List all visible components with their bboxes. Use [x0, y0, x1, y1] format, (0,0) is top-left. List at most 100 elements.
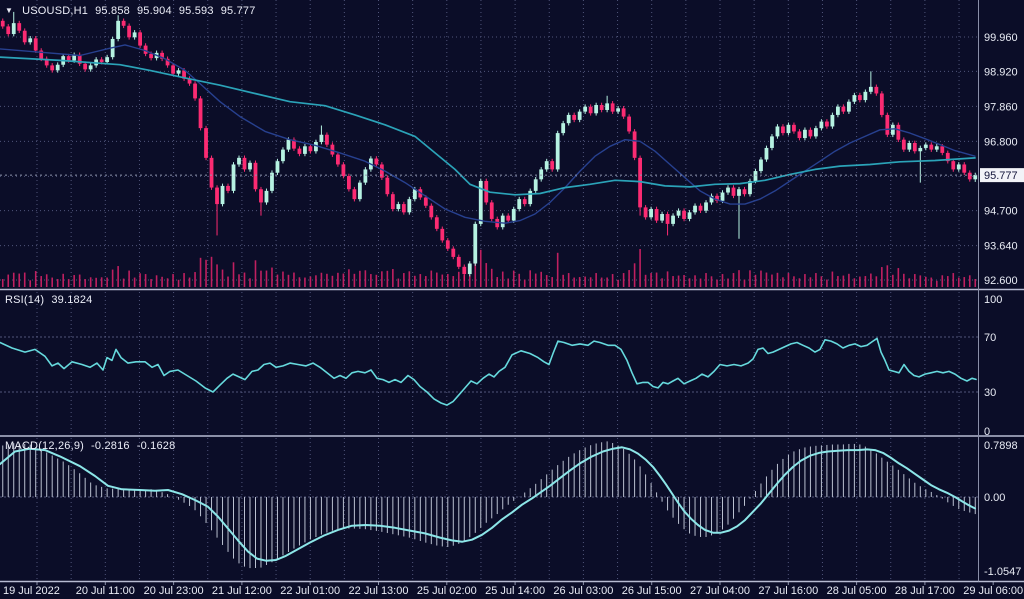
volume-bar [304, 277, 306, 287]
candle [253, 162, 258, 190]
volume-bar [897, 268, 900, 287]
candle [121, 20, 126, 26]
candle [105, 57, 110, 63]
volume-bar [238, 274, 240, 287]
volume-bar [425, 276, 427, 287]
price-tick-label: 96.800 [984, 136, 1018, 148]
candle [605, 103, 610, 110]
volume-bar [787, 273, 790, 287]
candle [346, 176, 351, 190]
candle [215, 187, 219, 205]
candle [336, 154, 340, 165]
rsi-value: 39.1824 [51, 294, 93, 306]
candle [171, 65, 175, 74]
volume-bar [946, 276, 949, 287]
volume-bar [935, 280, 938, 287]
volume-bar [589, 277, 592, 287]
candle [456, 256, 461, 267]
candle [297, 148, 302, 154]
volume-bar [661, 278, 663, 287]
volume-bar [183, 273, 185, 287]
volume-bar [194, 272, 196, 287]
candle [489, 202, 494, 219]
volume-bar [457, 271, 460, 287]
volume-bar [342, 273, 345, 287]
candle [753, 171, 758, 181]
candle [220, 185, 225, 205]
candle [940, 146, 945, 153]
macd-pane[interactable] [0, 438, 978, 581]
rsi-pane[interactable] [0, 292, 978, 434]
volume-bar [298, 277, 301, 287]
candle [308, 146, 313, 152]
candle [896, 124, 901, 140]
volume-bar [315, 275, 317, 287]
volume-bar [150, 279, 152, 287]
volume-bar [172, 274, 174, 287]
candle [363, 169, 368, 183]
time-axis[interactable]: 19 Jul 2022 20 Jul 11:00 20 Jul 23:00 21 Ju… [3, 581, 1023, 598]
volume-bar [743, 279, 746, 287]
volume-bar [436, 272, 438, 287]
candle [792, 124, 796, 132]
main-pane[interactable] [0, 0, 978, 288]
time-tick-label: 29 Jul 06:00 [963, 585, 1023, 597]
volume-bar [622, 273, 625, 287]
volume-bar [100, 277, 103, 287]
macd-pane-header: MACD(12,26,9) -0.2816 -0.1628 [5, 440, 175, 452]
volume-bar [633, 263, 636, 287]
ma-fast-blue [0, 44, 976, 224]
candle [165, 58, 170, 66]
volume-bar [930, 277, 933, 287]
macd-value-main: -0.2816 [91, 440, 130, 452]
volume-bar [364, 270, 367, 287]
rsi-tick-label: 0 [984, 426, 990, 438]
symbol-dropdown-icon[interactable]: ▼ [5, 6, 14, 15]
volume-bar [199, 257, 202, 287]
volume-bar [84, 279, 86, 287]
rsi-pane-header: RSI(14) 39.1824 [5, 294, 92, 306]
candle [330, 144, 335, 155]
candle [808, 129, 813, 137]
volume-bar [864, 276, 867, 287]
volume-bar [287, 274, 290, 287]
candle [621, 108, 626, 117]
volume-bar [397, 278, 400, 287]
candle [967, 172, 972, 180]
volume-bar [381, 271, 383, 287]
candle [478, 180, 483, 224]
volume-bar [765, 272, 768, 287]
rsi-label: RSI(14) [5, 294, 45, 306]
volume-bar [749, 270, 751, 287]
rsi-tick-label: 30 [984, 387, 996, 399]
candle [759, 159, 763, 172]
candle [890, 124, 895, 135]
volume-bar [392, 269, 394, 287]
candle [160, 52, 164, 59]
volume-bar [699, 278, 702, 287]
volume-bar [188, 277, 191, 287]
volume-bar [375, 274, 378, 287]
candle [857, 95, 862, 101]
price-axis[interactable]: 99.960 98.920 97.860 96.800 94.700 93.640 92.6… [980, 32, 1024, 578]
macd-signal-line [0, 446, 976, 562]
volume-bar [567, 273, 570, 287]
volume-bar [870, 273, 872, 287]
volume-bar [771, 274, 773, 287]
volume-bar [826, 279, 828, 287]
candle [550, 161, 555, 170]
candle [649, 209, 653, 218]
current-price-tag [980, 168, 1024, 183]
candle [962, 164, 967, 173]
candle [907, 142, 912, 150]
volume-bar [512, 270, 515, 287]
candle [341, 164, 346, 177]
volume-bar [886, 265, 889, 287]
volume-bar [859, 276, 861, 287]
volume-bar [441, 274, 444, 287]
candle [88, 65, 93, 70]
candle [693, 205, 697, 213]
volume-bar [639, 249, 641, 287]
candle [44, 58, 49, 66]
